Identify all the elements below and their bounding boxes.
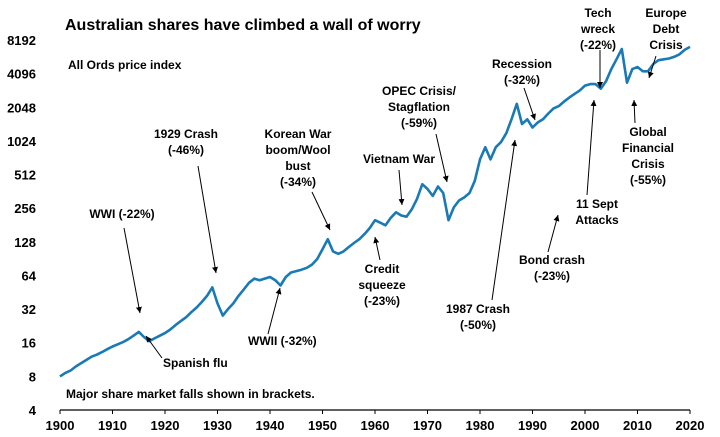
x-tick-label: 2000 xyxy=(571,418,600,433)
series-line xyxy=(59,45,691,378)
annotation-label: Financial xyxy=(622,141,674,155)
annotation: 1929 Crash (-46%) xyxy=(154,127,218,274)
annotation-label: WWI (-22%) xyxy=(89,207,154,221)
annotation-label: boom/Wool xyxy=(265,143,330,157)
y-tick-label: 128 xyxy=(14,235,36,250)
annotation-label: Crisis xyxy=(631,157,665,171)
x-tick-label: 2010 xyxy=(623,418,652,433)
annotation-arrow xyxy=(547,214,560,253)
annotation-label: Attacks xyxy=(575,213,619,227)
y-tick-label: 8 xyxy=(29,369,36,384)
annotation-arrow xyxy=(586,99,597,196)
annotation: Credit squeeze (-23%) xyxy=(358,236,406,308)
annotation-arrow xyxy=(373,236,381,261)
annotation: Vietnam War xyxy=(363,152,435,206)
annotation-label: (-22%) xyxy=(580,38,616,52)
annotation-arrow xyxy=(145,335,163,359)
y-tick-label: 8192 xyxy=(7,33,36,48)
annotation-label: 1929 Crash xyxy=(154,127,218,141)
annotation-label: Tech xyxy=(584,6,611,20)
annotation-label: Stagflation xyxy=(388,100,450,114)
x-tick-label: 1980 xyxy=(466,418,495,433)
annotation-arrow xyxy=(523,87,536,121)
annotation-arrow xyxy=(311,191,331,231)
chart-title: Australian shares have climbed a wall of… xyxy=(65,17,421,34)
x-tick-label: 1960 xyxy=(361,418,390,433)
annotation: Global Financial Crisis (-55%) xyxy=(622,99,674,187)
annotation-label: (-23%) xyxy=(534,269,570,283)
annotation: 11 Sept Attacks xyxy=(575,99,619,227)
annotation-label: Crisis xyxy=(649,38,683,52)
y-tick-label: 2048 xyxy=(7,100,36,115)
annotation-arrow xyxy=(267,287,282,335)
chart-note: Major share market falls shown in bracke… xyxy=(66,387,315,401)
annotation-label: OPEC Crisis/ xyxy=(382,84,457,98)
x-tick-label: 1950 xyxy=(308,418,337,433)
annotation-label: bust xyxy=(285,159,310,173)
x-tick-label: 1910 xyxy=(98,418,127,433)
annotation: 1987 Crash (-50%) xyxy=(446,139,518,332)
annotation-label: (-23%) xyxy=(364,294,400,308)
series-group xyxy=(59,45,691,378)
chart-subtitle: All Ords price index xyxy=(68,58,182,72)
annotation-arrow xyxy=(398,169,405,206)
annotation-label: 1987 Crash xyxy=(446,302,510,316)
annotation-label: (-55%) xyxy=(630,173,666,187)
annotation-label: (-32%) xyxy=(504,73,540,87)
annotation-label: (-50%) xyxy=(460,318,496,332)
y-tick-label: 256 xyxy=(14,201,36,216)
annotation: WWI (-22%) xyxy=(89,207,155,314)
y-tick-label: 64 xyxy=(22,268,37,283)
x-tick-label: 1970 xyxy=(413,418,442,433)
annotation-arrow xyxy=(647,55,657,79)
annotation-label: wreck xyxy=(580,22,615,36)
annotation: Korean War boom/Wool bust (-34%) xyxy=(265,127,332,231)
x-tick-label: 1900 xyxy=(46,418,75,433)
annotation-label: Debt xyxy=(653,22,680,36)
annotation-label: Europe xyxy=(645,6,687,20)
x-axis: 1900 1910 1920 1930 1940 1950 1960 1970 1980 1990… xyxy=(46,409,705,433)
x-tick-label: 1940 xyxy=(256,418,285,433)
annotation-label: WWII (-32%) xyxy=(248,334,317,348)
annotation: Recession (-32%) xyxy=(492,57,552,121)
annotation-label: (-59%) xyxy=(401,116,437,130)
x-tick-label: 1990 xyxy=(518,418,547,433)
annotation-label: Korean War xyxy=(265,127,332,141)
annotation-label: squeeze xyxy=(358,278,406,292)
annotation-label: Global xyxy=(629,125,666,139)
annotation: OPEC Crisis/Stagflation (-59%) xyxy=(382,84,457,183)
y-tick-label: 4 xyxy=(29,403,37,418)
annotation-arrow xyxy=(435,133,449,183)
annotation-label: Spanish flu xyxy=(163,356,228,370)
y-tick-label: 1024 xyxy=(7,134,37,149)
annotation-arrow xyxy=(631,99,638,124)
annotation: Bond crash (-23%) xyxy=(519,214,585,283)
annotation-label: 11 Sept xyxy=(576,197,618,211)
annotation-arrow xyxy=(491,139,518,301)
annotation: Europe Debt Crisis xyxy=(645,6,687,79)
annotation-arrow xyxy=(197,165,218,274)
x-tick-label: 2020 xyxy=(676,418,705,433)
annotations-group: WWI (-22%) Spanish flu 1929 Crash (-46%) WWI… xyxy=(89,6,687,370)
annotation-arrow xyxy=(123,227,142,314)
x-tick-label: 1920 xyxy=(151,418,180,433)
annotation-label: Vietnam War xyxy=(363,152,435,166)
annotation-label: Recession xyxy=(492,57,552,71)
y-tick-label: 16 xyxy=(22,336,36,351)
y-tick-label: 32 xyxy=(22,302,36,317)
annotation: Spanish flu xyxy=(145,335,228,370)
annotation: Tech wreck (-22%) xyxy=(580,6,616,88)
annotation-label: Credit xyxy=(365,262,400,276)
annotation-label: Bond crash xyxy=(519,253,585,267)
annotation: WWII (-32%) xyxy=(248,287,317,348)
y-axis: 4 8 16 32 64 128 256 512 1024 2048 4096 8192 xyxy=(7,33,37,418)
annotation-label: (-34%) xyxy=(280,175,316,189)
annotation-label: (-46%) xyxy=(168,143,204,157)
y-tick-label: 4096 xyxy=(7,67,36,82)
y-tick-label: 512 xyxy=(14,168,36,183)
x-tick-label: 1930 xyxy=(203,418,232,433)
